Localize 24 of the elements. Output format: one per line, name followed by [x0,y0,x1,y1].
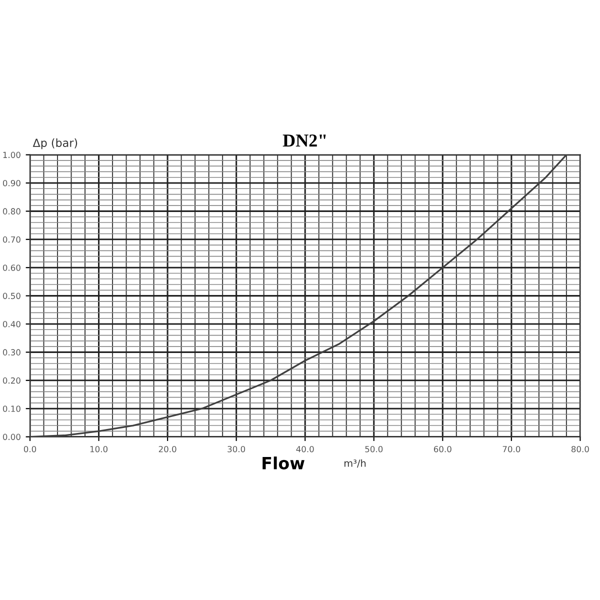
y-axis-title: Δp (bar) [32,138,78,150]
y-tick-label: 0.20 [2,377,20,384]
x-tick-label: 80.0 [571,446,589,452]
y-tick-label: 0.50 [2,292,20,300]
y-tick-label: 0.80 [2,208,20,214]
y-tick-label: 0.40 [2,320,20,328]
y-tick-label: 0.10 [2,406,20,412]
x-tick-label: 40.0 [296,446,314,452]
text: m³/h [344,459,366,468]
y-tick-label: 0.90 [2,180,20,186]
chart-title: DN2" [282,134,326,147]
y-tick-label: 0.00 [2,434,20,440]
y-tick-label: 1.00 [3,152,20,158]
x-tick-label: 10.0 [90,446,108,452]
x-tick-label: 20.0 [158,446,176,452]
x-tick-label: 50.0 [365,446,383,452]
x-tick-label: 70.0 [502,446,520,452]
x-tick-label: 30.0 [228,446,246,452]
y-tick-label: 0.60 [2,264,20,271]
x-tick-label: 0.0 [24,446,36,452]
x-axis-title: Flow [262,456,304,470]
y-tick-label: 0.30 [2,349,20,356]
y-tick-label: 0.70 [2,236,20,243]
x-tick-label: 60.0 [434,446,452,452]
